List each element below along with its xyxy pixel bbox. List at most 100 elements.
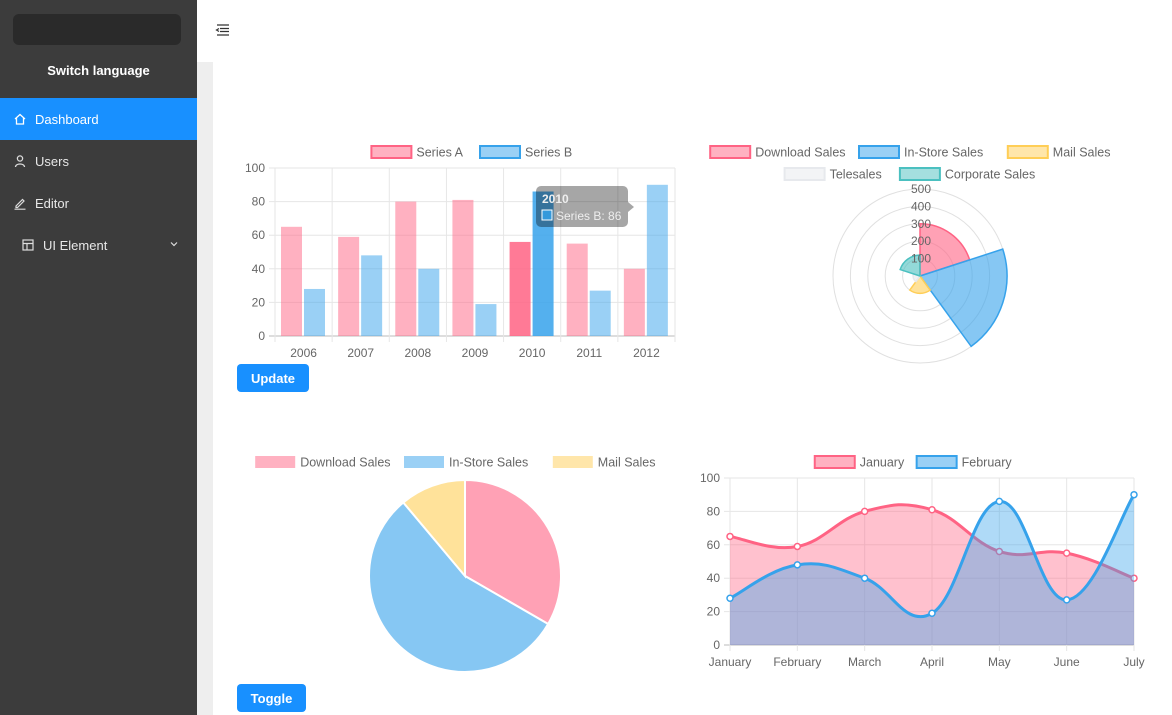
data-point bbox=[726, 532, 734, 541]
sidebar-item-ui-element[interactable]: UI Element bbox=[0, 224, 197, 266]
x-tick-label: June bbox=[1054, 655, 1080, 669]
tooltip-title: 2010 bbox=[542, 192, 569, 206]
x-tick-label: 2006 bbox=[290, 346, 317, 360]
x-tick-label: 2007 bbox=[347, 346, 374, 360]
pie-slice bbox=[401, 478, 466, 579]
sidebar-item-dashboard[interactable]: Dashboard bbox=[0, 98, 197, 140]
legend-label: In-Store Sales bbox=[449, 456, 528, 470]
switch-language-button[interactable]: Switch language bbox=[47, 63, 150, 78]
y-tick-label: 20 bbox=[707, 605, 721, 619]
x-tick-label: April bbox=[920, 655, 944, 669]
legend-swatch bbox=[552, 456, 593, 468]
sidebar: Switch language Dashboard Users Editor U… bbox=[0, 0, 197, 715]
bar bbox=[418, 268, 440, 336]
legend-label: In-Store Sales bbox=[904, 146, 983, 160]
data-point bbox=[1130, 574, 1138, 582]
x-tick-label: January bbox=[709, 655, 752, 669]
update-button[interactable]: Update bbox=[237, 364, 309, 392]
sidebar-item-editor[interactable]: Editor bbox=[0, 182, 197, 224]
legend-swatch bbox=[813, 455, 856, 469]
polar-segment bbox=[918, 248, 1008, 348]
x-tick-label: February bbox=[773, 655, 821, 669]
x-tick-label: March bbox=[848, 655, 881, 669]
polar-segment bbox=[908, 274, 932, 295]
legend-label: Corporate Sales bbox=[945, 168, 1035, 182]
data-point bbox=[793, 542, 802, 551]
bar bbox=[395, 201, 417, 336]
sidebar-item-label: Dashboard bbox=[35, 111, 99, 127]
series-area bbox=[730, 504, 1134, 645]
sidebar-item-users[interactable]: Users bbox=[0, 140, 197, 182]
legend-label: January bbox=[860, 456, 905, 470]
bar bbox=[452, 199, 474, 336]
legend-swatch bbox=[479, 145, 521, 159]
legend-swatch bbox=[898, 167, 941, 181]
x-tick-label: 2011 bbox=[576, 346, 602, 360]
home-icon bbox=[14, 113, 26, 125]
polar-segment bbox=[919, 223, 971, 278]
legend-label: Series A bbox=[416, 146, 463, 160]
y-tick-label: 100 bbox=[245, 161, 265, 175]
bar bbox=[475, 304, 497, 336]
series-area bbox=[730, 494, 1134, 645]
legend-label: Mail Sales bbox=[598, 456, 656, 470]
bar-chart[interactable]: Series A Series B 0 20 40 60 80 100 2006 2007 2008… bbox=[213, 135, 693, 365]
x-tick-label: 2012 bbox=[633, 346, 660, 360]
radial-tick-label: 200 bbox=[911, 234, 931, 248]
x-tick-label: May bbox=[988, 655, 1011, 669]
bar bbox=[361, 255, 383, 336]
line-chart[interactable]: January February 0 20 40 60 80 100 January Februa… bbox=[693, 450, 1163, 675]
radial-tick-label: 300 bbox=[911, 217, 931, 231]
radial-tick-label: 100 bbox=[911, 252, 931, 266]
legend-swatch bbox=[858, 145, 900, 159]
y-tick-label: 80 bbox=[252, 195, 266, 209]
x-tick-label: 2009 bbox=[462, 346, 489, 360]
bar bbox=[304, 288, 325, 336]
menu-collapse-icon[interactable] bbox=[213, 21, 231, 39]
data-point bbox=[1062, 549, 1071, 557]
edit-icon bbox=[14, 198, 26, 210]
bar bbox=[532, 191, 554, 336]
y-tick-label: 40 bbox=[707, 571, 721, 585]
bar bbox=[566, 243, 588, 336]
data-point bbox=[860, 507, 869, 516]
user-icon bbox=[14, 155, 26, 168]
data-point bbox=[995, 497, 1004, 506]
legend-swatch bbox=[404, 456, 444, 468]
tooltip-swatch bbox=[541, 209, 553, 221]
x-tick-label: July bbox=[1123, 655, 1144, 669]
tooltip-label: Series B: 86 bbox=[556, 209, 622, 223]
data-point bbox=[928, 505, 936, 514]
legend-swatch bbox=[370, 145, 413, 159]
layout-icon bbox=[22, 239, 34, 251]
data-point bbox=[1062, 596, 1071, 604]
x-tick-label: 2008 bbox=[405, 346, 432, 360]
tooltip-box bbox=[536, 186, 628, 227]
legend-swatch bbox=[1006, 145, 1049, 159]
y-tick-label: 60 bbox=[707, 538, 721, 552]
data-point bbox=[793, 561, 802, 569]
sidebar-item-label: UI Element bbox=[43, 237, 108, 253]
bar bbox=[281, 226, 302, 336]
polar-area-chart[interactable]: Download Sales In-Store Sales Mail Sales Te… bbox=[700, 135, 1160, 370]
data-point bbox=[726, 594, 734, 602]
sidebar-item-label: Editor bbox=[35, 195, 69, 211]
legend-label: Download Sales bbox=[300, 456, 390, 470]
pie-slice bbox=[368, 501, 550, 673]
legend-swatch bbox=[783, 167, 826, 181]
y-tick-label: 0 bbox=[258, 329, 265, 343]
y-tick-label: 20 bbox=[252, 295, 266, 309]
data-point bbox=[1130, 490, 1138, 499]
tooltip-caret bbox=[628, 202, 634, 212]
sidebar-item-label: Users bbox=[35, 153, 69, 169]
chevron-down-icon bbox=[170, 242, 178, 247]
legend-label: Download Sales bbox=[755, 146, 845, 160]
pie-slice bbox=[464, 478, 562, 626]
toggle-button[interactable]: Toggle bbox=[237, 684, 306, 712]
pie-chart[interactable]: Download Sales In-Store Sales Mail Sales bbox=[213, 450, 693, 675]
data-point bbox=[995, 547, 1004, 556]
y-tick-label: 100 bbox=[700, 471, 720, 485]
radial-tick-label: 500 bbox=[911, 182, 931, 196]
data-point bbox=[928, 609, 936, 618]
polar-segment bbox=[899, 254, 921, 278]
